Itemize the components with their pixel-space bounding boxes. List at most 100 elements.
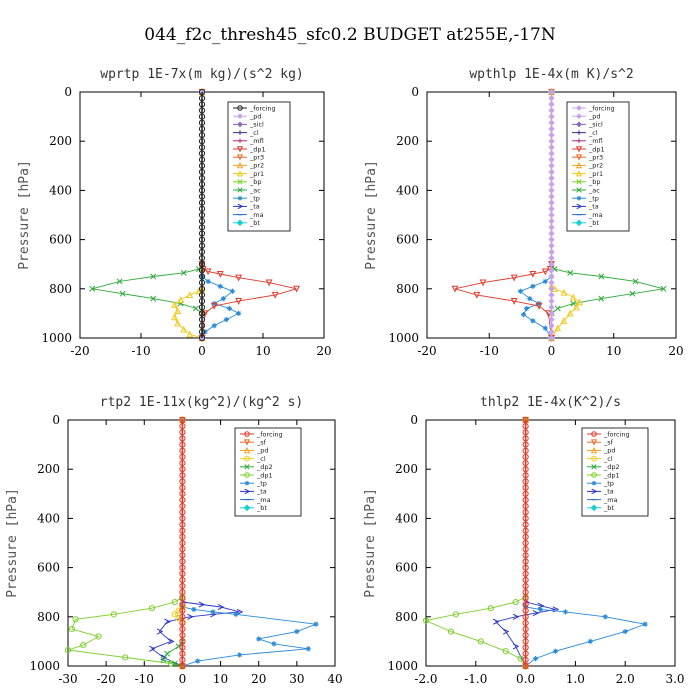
data-point: [168, 638, 175, 645]
data-point: [629, 290, 636, 297]
data-point: [198, 125, 206, 132]
data-point: [174, 307, 182, 315]
data-point: [502, 628, 510, 635]
data-point: [451, 285, 459, 293]
legend-marker: [237, 113, 243, 120]
data-point: [179, 619, 186, 627]
data-point: [64, 646, 72, 654]
data-point: [198, 156, 206, 163]
data-point: [548, 224, 555, 231]
data-point: [179, 558, 186, 565]
data-point: [522, 589, 529, 596]
data-point: [535, 302, 543, 310]
data-point: [171, 301, 178, 308]
data-point: [560, 317, 568, 324]
data-point: [198, 162, 206, 169]
data-point: [660, 285, 667, 292]
data-point: [522, 503, 529, 510]
x-tick-label: 10: [255, 344, 270, 358]
series-line: [424, 596, 526, 667]
data-point: [522, 533, 529, 540]
data-point: [217, 603, 225, 611]
data-point: [179, 533, 186, 540]
legend-marker: [591, 431, 597, 437]
data-point: [522, 582, 529, 590]
legend-marker: [576, 187, 582, 193]
legend-entry: _ta: [249, 203, 260, 211]
y-tick-label: 400: [49, 183, 72, 197]
legend: _forcing_pd_sicl_cl_mfl_dp1_pr3_pr2_pr1_…: [227, 101, 291, 232]
data-point: [522, 453, 529, 460]
legend-entry: _forcing: [249, 104, 276, 112]
legend-box: [234, 427, 302, 517]
data-point: [510, 298, 518, 305]
legend-entry: _mfl: [588, 137, 603, 145]
data-point: [171, 598, 178, 606]
data-point: [179, 613, 186, 620]
data-point: [89, 285, 96, 292]
data-point: [174, 319, 182, 327]
legend-marker: [244, 472, 250, 478]
data-point: [179, 423, 186, 430]
data-point: [512, 598, 519, 606]
data-point: [548, 138, 555, 145]
y-axis-label: Pressure [hPa]: [364, 160, 379, 270]
legend-marker: [244, 455, 250, 462]
legend-marker: [576, 203, 583, 210]
legend-entry: _ma: [249, 211, 264, 219]
x-tick-label: 10: [606, 344, 621, 358]
data-point: [198, 101, 206, 108]
data-point: [198, 138, 206, 145]
data-point: [522, 509, 529, 516]
data-point: [179, 453, 186, 460]
legend-marker: [236, 170, 244, 177]
data-point: [198, 304, 206, 311]
data-point: [179, 589, 186, 596]
data-point: [192, 305, 199, 312]
data-point: [548, 187, 555, 194]
data-point: [179, 638, 186, 645]
data-point: [522, 484, 529, 491]
data-point: [236, 608, 244, 615]
data-point: [179, 582, 186, 590]
y-tick-label: 200: [37, 462, 60, 476]
legend-entry: _dp1: [588, 145, 605, 153]
legend-marker: [237, 179, 243, 185]
data-point: [522, 521, 529, 528]
data-point: [179, 503, 186, 510]
data-point: [548, 304, 555, 311]
series-line: [494, 601, 556, 667]
data-point: [156, 628, 164, 635]
y-tick-label: 800: [37, 610, 60, 624]
data-point: [216, 270, 224, 278]
data-point: [447, 628, 454, 635]
data-point: [198, 291, 206, 299]
data-point: [548, 291, 555, 299]
data-point: [522, 546, 529, 553]
legend-marker: [236, 219, 244, 227]
data-point: [171, 313, 178, 321]
legend-marker: [576, 130, 582, 135]
data-point: [527, 296, 533, 302]
data-point: [198, 334, 206, 342]
data-point: [520, 312, 527, 318]
data-point: [524, 305, 530, 312]
legend-entry: _ma: [588, 211, 603, 219]
data-point: [198, 242, 206, 249]
x-tick-label: 0: [179, 672, 187, 686]
legend-entry: _bp: [588, 178, 601, 186]
legend-marker: [244, 464, 250, 470]
data-point: [548, 310, 555, 317]
legend: _forcing_pd_sicl_cl_mfl_dp1_pr3_pr2_pr1_…: [566, 101, 630, 232]
data-point: [522, 650, 529, 657]
data-point: [80, 641, 87, 649]
legend-entry: _cl: [588, 129, 598, 137]
data-point: [201, 310, 209, 318]
panel-3: rtp2 1E-11x(kg^2)/(kg^2 s) Pressure [hPa]…: [5, 395, 343, 686]
data-point: [522, 607, 529, 614]
data-point: [177, 296, 185, 303]
data-point: [548, 297, 555, 305]
series-line: [67, 596, 183, 667]
data-point: [179, 527, 186, 534]
